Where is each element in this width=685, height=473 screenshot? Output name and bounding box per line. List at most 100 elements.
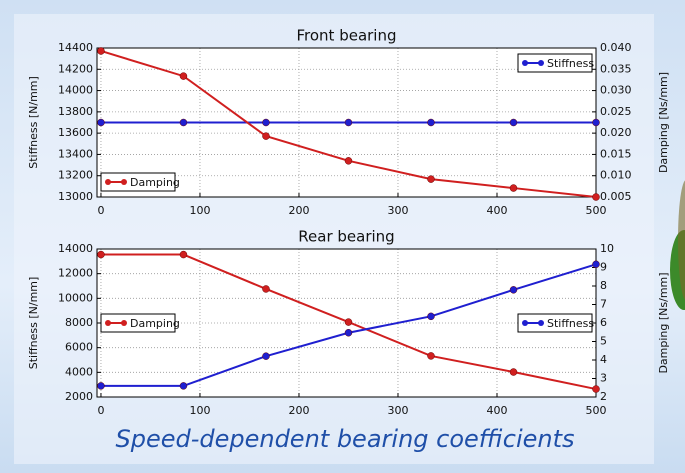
- x-tick-label: 100: [189, 204, 210, 217]
- legend-box: [517, 53, 593, 73]
- data-point: [179, 382, 188, 390]
- data-point: [262, 285, 270, 293]
- y2-tick-label: 7: [600, 298, 607, 311]
- legend-marker: [105, 320, 111, 326]
- y-tick-label: 6000: [65, 341, 93, 354]
- y2-tick-label: 4: [600, 353, 607, 366]
- data-point: [509, 184, 518, 192]
- data-point: [344, 318, 353, 326]
- legend-box: [100, 172, 176, 192]
- decoration: [678, 180, 685, 300]
- data-point: [592, 260, 600, 269]
- legend-marker: [121, 320, 127, 326]
- y-tick-label: 13200: [58, 169, 93, 182]
- legend-label: Damping: [130, 176, 180, 189]
- y2-tick-label: 0.025: [600, 105, 632, 118]
- y2-tick-label: 5: [600, 335, 607, 348]
- legend-marker: [538, 320, 544, 326]
- y2-tick-label: 0.010: [600, 169, 632, 182]
- y-tick-label: 13600: [58, 126, 93, 139]
- y-tick-label: 14200: [58, 62, 93, 75]
- y-tick-label: 13800: [58, 105, 93, 118]
- x-tick-label: 400: [486, 204, 507, 217]
- y2-tick-label: 2: [600, 390, 607, 403]
- x-tick-label: 200: [288, 404, 309, 417]
- y2-tick-label: 3: [600, 372, 607, 385]
- legend-marker: [538, 60, 544, 66]
- y2-axis-label: Damping [Ns/mm]: [657, 72, 670, 173]
- data-point: [427, 312, 435, 321]
- x-tick-label: 400: [486, 404, 507, 417]
- y2-tick-label: 8: [600, 279, 607, 292]
- legend-marker: [121, 179, 127, 185]
- x-tick-label: 100: [189, 404, 210, 417]
- legend-label: Stiffness: [547, 317, 594, 330]
- y-tick-label: 2000: [65, 390, 93, 403]
- y-axis-label: Stiffness [N/mm]: [27, 76, 40, 169]
- y2-tick-label: 0.020: [600, 126, 632, 139]
- legend-marker: [522, 320, 528, 326]
- y2-tick-label: 10: [600, 242, 614, 255]
- data-point: [592, 193, 600, 201]
- data-point: [592, 118, 600, 127]
- x-tick-label: 300: [387, 204, 408, 217]
- data-point: [262, 352, 270, 360]
- y-tick-label: 13000: [58, 190, 93, 203]
- x-tick-label: 500: [586, 404, 607, 417]
- x-tick-label: 200: [288, 204, 309, 217]
- data-point: [427, 118, 435, 127]
- legend-box: [100, 313, 176, 333]
- caption: Speed-dependent bearing coefficients: [115, 425, 574, 453]
- data-point: [509, 286, 518, 294]
- data-point: [97, 47, 105, 55]
- y2-tick-label: 0.015: [600, 147, 632, 160]
- data-point: [179, 250, 188, 259]
- data-point: [344, 118, 353, 127]
- legend-label: Stiffness: [547, 57, 594, 70]
- plot-frame: [96, 248, 597, 398]
- chart-title: Rear bearing: [298, 228, 394, 246]
- y2-tick-label: 0.035: [600, 62, 632, 75]
- y-tick-label: 4000: [65, 365, 93, 378]
- data-point: [97, 118, 105, 127]
- legend: Damping: [100, 172, 180, 192]
- x-tick-label: 500: [586, 204, 607, 217]
- y2-tick-label: 0.040: [600, 41, 632, 54]
- legend-marker: [105, 179, 111, 185]
- y2-tick-label: 6: [600, 316, 607, 329]
- chart-title: Front bearing: [296, 27, 396, 45]
- y-tick-label: 13400: [58, 147, 93, 160]
- data-point: [97, 382, 105, 390]
- data-point: [97, 250, 105, 259]
- legend-box: [517, 313, 593, 333]
- y2-axis-label: Damping [Ns/mm]: [657, 272, 670, 373]
- legend-label: Damping: [130, 317, 180, 330]
- y-tick-label: 8000: [65, 316, 93, 329]
- y-axis-label: Stiffness [N/mm]: [27, 277, 40, 370]
- x-tick-label: 300: [387, 404, 408, 417]
- data-point: [509, 368, 518, 376]
- y-tick-label: 14000: [58, 84, 93, 97]
- data-point: [179, 72, 188, 80]
- data-point: [344, 157, 353, 165]
- legend: Stiffness: [517, 313, 594, 333]
- data-point: [179, 118, 188, 127]
- data-point: [262, 118, 270, 127]
- y2-tick-label: 9: [600, 261, 607, 274]
- legend-marker: [522, 60, 528, 66]
- x-tick-label: 0: [97, 204, 104, 217]
- data-point: [509, 118, 518, 127]
- y-tick-label: 10000: [58, 291, 93, 304]
- y-tick-label: 14000: [58, 242, 93, 255]
- y-tick-label: 14400: [58, 41, 93, 54]
- data-point: [262, 132, 270, 140]
- data-point: [427, 352, 435, 360]
- x-tick-label: 0: [97, 404, 104, 417]
- data-point: [592, 385, 600, 393]
- y-tick-label: 12000: [58, 267, 93, 280]
- y2-tick-label: 0.030: [600, 84, 632, 97]
- y2-tick-label: 0.005: [600, 190, 632, 203]
- legend: Damping: [100, 313, 180, 333]
